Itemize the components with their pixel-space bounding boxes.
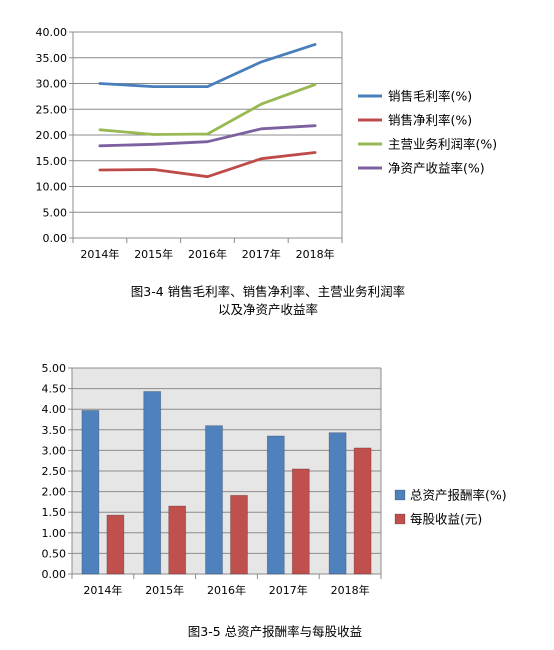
x-tick-label: 2015年 [134, 247, 173, 261]
y-tick-label: 4.50 [42, 383, 67, 396]
x-tick-label: 2014年 [83, 583, 122, 597]
series-line-4 [98, 124, 317, 148]
y-tick-label: 1.50 [42, 506, 67, 519]
x-tick-label: 2014年 [80, 247, 119, 261]
y-tick-label: 25.00 [36, 103, 68, 116]
y-tick-label: 30.00 [36, 78, 68, 91]
y-tick-label: 3.00 [42, 444, 67, 457]
bar-eps [106, 514, 125, 575]
legend: 销售毛利率(%) 销售净利率(%) 主营业务利润率(%) 净资产收益率(%) [358, 89, 497, 176]
y-tick-label: 2.00 [42, 486, 67, 499]
y-tick-label: 5.00 [43, 206, 68, 219]
line-chart: 0.00 5.00 10.00 15.00 20.00 25.00 30.00 35.00 40… [36, 26, 498, 317]
bar-total-asset-return [81, 410, 100, 575]
x-tick-labels: 2014年 2015年 2016年 2017年 2018年 [71, 574, 382, 597]
legend-label: 销售净利率(%) [388, 113, 472, 128]
bar-eps [353, 447, 372, 575]
bar-total-asset-return [266, 435, 285, 575]
legend-swatch [394, 489, 406, 501]
bar-total-asset-return [328, 432, 347, 575]
y-tick-label: 0.00 [43, 232, 68, 245]
legend-swatch [394, 513, 406, 525]
legend-label: 净资产收益率(%) [388, 161, 485, 176]
y-tick-label: 40.00 [36, 26, 68, 39]
y-tick-label: 1.00 [42, 527, 67, 540]
bar-eps [291, 468, 310, 575]
chart-caption: 图3-5 总资产报酬率与每股收益 [188, 624, 362, 639]
y-tick-label: 10.00 [36, 181, 68, 194]
y-tick-labels: 0.00 0.50 1.00 1.50 2.00 2.50 3.00 3.50 4.00 4.50… [42, 362, 67, 581]
bar-chart: 0.00 0.50 1.00 1.50 2.00 2.50 3.00 3.50 4.00 4.50… [42, 362, 507, 639]
x-tick-label: 2016年 [207, 583, 246, 597]
y-tick-label: 0.00 [42, 568, 67, 581]
legend-label: 每股收益(元) [410, 512, 482, 527]
x-tick-label: 2015年 [145, 583, 184, 597]
y-tick-label: 4.00 [42, 403, 67, 416]
x-tick-label: 2016年 [188, 247, 227, 261]
y-tick-label: 5.00 [42, 362, 67, 375]
y-tick-label: 2.50 [42, 465, 67, 478]
x-tick-label: 2017年 [242, 247, 281, 261]
series-lines [98, 43, 317, 179]
y-tick-label: 15.00 [36, 155, 68, 168]
y-tick-label: 20.00 [36, 129, 68, 142]
bar-total-asset-return [143, 391, 162, 575]
bar-eps [230, 494, 248, 575]
x-tick-label: 2018年 [331, 583, 370, 597]
x-tick-label: 2018年 [296, 247, 335, 261]
legend-label: 主营业务利润率(%) [388, 137, 497, 152]
legend: 总资产报酬率(%) 每股收益(元) [394, 488, 507, 527]
bar-eps [168, 505, 187, 575]
series-line-2 [98, 151, 317, 179]
y-tick-label: 3.50 [42, 424, 67, 437]
y-tick-labels: 0.00 5.00 10.00 15.00 20.00 25.00 30.00 35.00 40… [36, 26, 68, 245]
x-tick-labels: 2014年 2015年 2016年 2017年 2018年 [72, 238, 343, 261]
x-tick-label: 2017年 [269, 583, 308, 597]
bars [81, 391, 372, 575]
y-tick-label: 0.50 [42, 547, 67, 560]
legend-label: 总资产报酬率(%) [410, 488, 507, 503]
series-line-3 [98, 83, 317, 136]
chart-caption-line1: 图3-4 销售毛利率、销售净利率、主营业务利润率 [131, 284, 405, 299]
y-tick-label: 35.00 [36, 52, 68, 65]
chart-caption-line2: 以及净资产收益率 [218, 302, 318, 317]
bar-total-asset-return [205, 425, 223, 575]
series-line-1 [98, 43, 317, 88]
legend-label: 销售毛利率(%) [388, 89, 472, 104]
